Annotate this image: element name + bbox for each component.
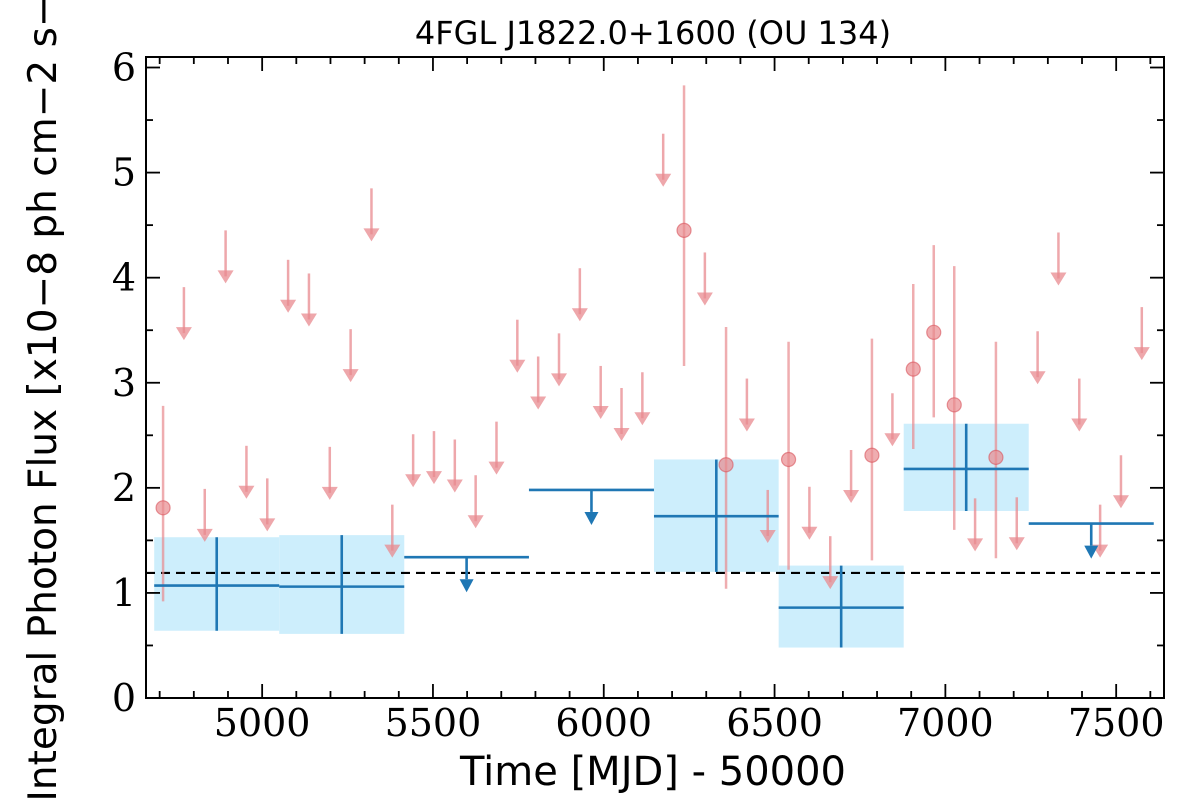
short-bin-point bbox=[718, 457, 734, 473]
short-bin-upper-limit-arrowhead bbox=[384, 544, 401, 558]
short-bin-upper-limit-arrowhead bbox=[446, 479, 463, 493]
short-bin-upper-limit-arrowhead bbox=[1050, 272, 1067, 286]
x-tick-label: 5500 bbox=[385, 701, 482, 745]
y-axis-label: Integral Photon Flux [x10−8 ph cm−2 s−1] bbox=[21, 0, 66, 800]
x-tick-label: 5000 bbox=[214, 701, 311, 745]
short-bin-upper-limit-arrowhead bbox=[425, 471, 442, 485]
short-bin-upper-limit-arrowhead bbox=[467, 515, 484, 529]
short-bin-upper-limit-arrowhead bbox=[217, 270, 234, 284]
short-bin-upper-limit-arrowhead bbox=[1029, 371, 1046, 385]
short-bin-upper-limit-arrowhead bbox=[884, 433, 901, 447]
short-bin-upper-limit-arrowhead bbox=[259, 518, 276, 532]
short-bin-point bbox=[864, 447, 880, 463]
short-bin-upper-limit-arrowhead bbox=[342, 369, 359, 383]
short-bin-point bbox=[926, 324, 942, 340]
short-bin-upper-limit-arrowhead bbox=[509, 359, 526, 373]
short-bin-upper-limit-arrowhead bbox=[613, 428, 630, 442]
short-bin-upper-limit-arrowhead bbox=[175, 327, 192, 341]
short-bin-upper-limit-arrowhead bbox=[759, 529, 776, 543]
short-bin-point bbox=[780, 451, 797, 468]
short-bin-upper-limit-arrowhead bbox=[801, 526, 818, 540]
y-tick-label: 3 bbox=[112, 361, 136, 405]
short-bin-series bbox=[155, 85, 1150, 602]
short-bin-point bbox=[946, 397, 962, 413]
long-bin-upper-limit-arrowhead bbox=[459, 579, 474, 593]
y-tick-label: 0 bbox=[112, 676, 136, 720]
long-bin-upper-limit-arrowhead bbox=[1084, 545, 1099, 559]
x-tick-label: 7000 bbox=[897, 701, 994, 745]
short-bin-upper-limit-arrowhead bbox=[822, 576, 839, 590]
y-tick-label: 4 bbox=[112, 256, 136, 300]
short-bin-upper-limit-arrowhead bbox=[488, 461, 505, 475]
short-bin-upper-limit-arrowhead bbox=[1133, 347, 1150, 361]
short-bin-upper-limit-arrowhead bbox=[696, 292, 713, 306]
short-bin-point bbox=[676, 222, 692, 238]
short-bin-upper-limit-arrowhead bbox=[530, 396, 547, 410]
y-tick-label: 6 bbox=[112, 46, 136, 90]
short-bin-upper-limit-arrowhead bbox=[655, 173, 672, 187]
short-bin-point bbox=[905, 361, 921, 377]
short-bin-upper-limit-arrowhead bbox=[571, 308, 588, 322]
short-bin-upper-limit-arrowhead bbox=[592, 405, 609, 419]
short-bin-upper-limit-arrowhead bbox=[738, 418, 755, 432]
axes: 5000 5500 6000 6500 7000 7500 0 1 2 3 4 5 6 bbox=[112, 46, 1165, 745]
y-tick-label: 5 bbox=[112, 151, 136, 195]
short-bin-upper-limit-arrowhead bbox=[967, 538, 984, 552]
short-bin-upper-limit-arrowhead bbox=[280, 299, 297, 313]
short-bin-upper-limit-arrowhead bbox=[1112, 495, 1129, 509]
plot-frame bbox=[145, 56, 1165, 699]
short-bin-upper-limit-arrowhead bbox=[843, 490, 860, 504]
x-tick-label: 6000 bbox=[555, 701, 652, 745]
short-bin-upper-limit-arrowhead bbox=[363, 228, 380, 242]
y-tick-label: 2 bbox=[112, 466, 136, 510]
short-bin-upper-limit-arrowhead bbox=[238, 485, 255, 499]
short-bin-upper-limit-arrowhead bbox=[321, 486, 338, 500]
short-bin-upper-limit-arrowhead bbox=[405, 474, 422, 488]
chart-title: 4FGL J1822.0+1600 (OU 134) bbox=[415, 14, 891, 52]
x-tick-label: 7500 bbox=[1068, 701, 1165, 745]
short-bin-upper-limit-arrowhead bbox=[551, 373, 568, 387]
short-bin-upper-limit-arrowhead bbox=[1071, 418, 1088, 432]
x-axis-label: Time [MJD] - 50000 bbox=[459, 749, 846, 795]
short-bin-point bbox=[988, 449, 1004, 465]
short-bin-upper-limit-arrowhead bbox=[1008, 537, 1025, 551]
y-tick-label: 1 bbox=[112, 571, 136, 615]
short-bin-upper-limit-arrowhead bbox=[300, 313, 317, 327]
x-tick-label: 6500 bbox=[726, 701, 823, 745]
short-bin-upper-limit-arrowhead bbox=[634, 412, 651, 426]
long-bin-upper-limit-arrowhead bbox=[584, 511, 599, 525]
short-bin-point bbox=[155, 500, 171, 516]
long-bin-series bbox=[154, 423, 1154, 648]
short-bin-upper-limit-arrowhead bbox=[196, 528, 213, 542]
